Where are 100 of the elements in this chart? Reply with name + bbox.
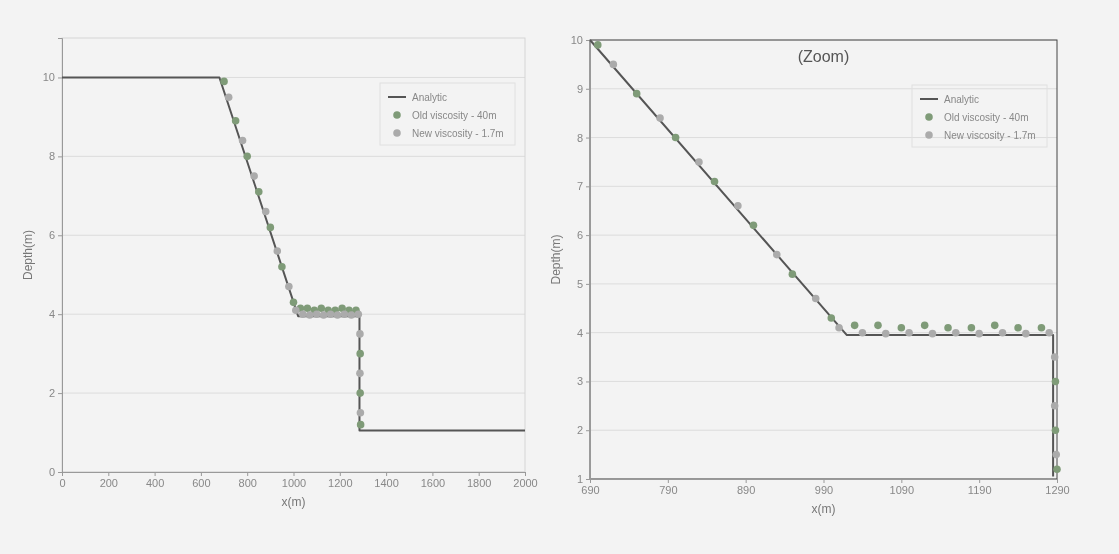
point [1045,328,1053,337]
point [632,89,641,98]
point [881,329,890,338]
y-tick-label: 3 [576,375,583,388]
point [1014,324,1022,332]
point [238,136,247,145]
point [967,324,976,332]
x-tick-label: 800 [238,476,257,489]
y-tick-label: 10 [570,34,583,47]
point [356,330,364,338]
point [897,324,906,332]
y-tick-label: 1 [576,473,583,486]
x-tick-label: 790 [659,483,678,496]
point [656,114,664,122]
point [1050,402,1059,410]
x-tick-label: 600 [192,476,211,489]
y-tick-label: 0 [48,466,55,479]
legend-label: Analytic [944,93,980,105]
x-tick-label: 1400 [374,476,399,489]
legend-label: Old viscosity - 40m [412,109,497,121]
point [998,328,1007,337]
x-tick-label: 1090 [889,483,915,496]
point [305,311,314,319]
legend-label: Analytic [412,91,448,103]
point [326,310,335,318]
point [356,420,365,429]
point [354,310,363,318]
y-tick-label: 5 [576,277,583,290]
x-tick-label: 1600 [420,476,446,489]
x-tick-label: 890 [736,483,756,496]
x-tick-label: 1200 [328,476,353,489]
point [1053,465,1061,474]
x-axis-title: x(m) [281,495,306,509]
point [788,270,797,278]
point [1051,377,1060,386]
point [243,152,251,161]
point [695,158,703,166]
point [671,133,680,142]
x-axis-title: x(m) [811,502,836,516]
y-tick-label: 4 [576,326,583,339]
y-tick-label: 6 [48,229,55,242]
point [928,329,937,338]
point [285,282,293,291]
point [710,177,719,186]
point [594,41,602,49]
x-tick-label: 0 [59,476,66,489]
y-tick-label: 6 [576,229,583,242]
point [609,60,618,69]
x-tick-label: 990 [814,483,834,496]
y-tick-label: 2 [576,424,583,437]
y-tick-label: 8 [48,150,55,163]
point [224,93,233,101]
point [278,263,286,271]
point [1050,353,1059,361]
point [340,310,349,318]
text: (Zoom) [797,48,850,65]
point [811,294,820,303]
point [261,207,270,216]
y-tick-label: 10 [42,71,55,84]
y-tick-label: 2 [48,387,55,400]
point [1051,426,1060,434]
point [356,349,364,358]
x-tick-label: 1800 [466,476,492,489]
point [990,321,999,330]
point [303,304,312,313]
point [835,324,843,332]
point [347,311,356,319]
legend-label: New viscosity - 1.7m [412,127,504,139]
point [356,369,364,378]
point [874,321,882,330]
point [333,311,342,319]
y-tick-label: 4 [48,308,55,321]
point [273,247,282,255]
point [1052,450,1061,459]
point [220,77,228,86]
y-axis-title: Depth(m) [549,234,563,285]
point [1037,324,1046,332]
point [920,321,929,330]
point [734,202,742,210]
point [356,409,365,417]
point [266,223,275,232]
point [319,311,328,319]
point [1022,329,1030,338]
legend-label: New viscosity - 1.7m [944,129,1036,141]
point [312,310,321,318]
point [250,172,258,180]
x-tick-label: 2000 [513,476,538,489]
x-tick-label: 200 [99,476,118,489]
point [773,250,781,259]
legend-label: Old viscosity - 40m [944,111,1029,123]
y-tick-label: 9 [576,82,583,95]
x-tick-label: 1190 [967,483,992,496]
point [298,310,307,318]
point [944,324,952,332]
point [289,298,298,307]
y-tick-label: 7 [576,180,583,193]
point [317,304,326,313]
point [292,306,300,315]
x-tick-label: 1000 [281,476,307,489]
point [338,304,346,313]
